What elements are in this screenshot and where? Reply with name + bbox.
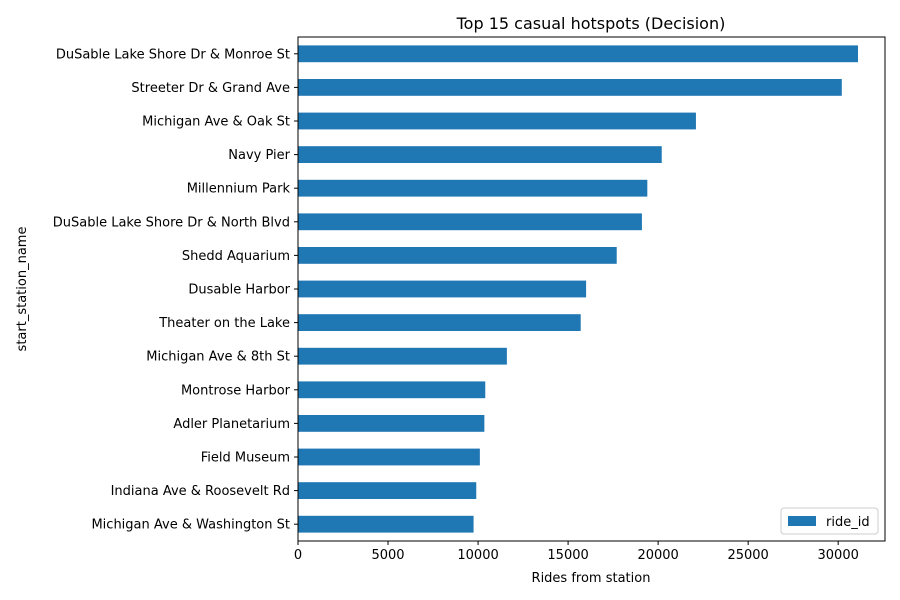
bar (298, 381, 486, 399)
y-tick-label: Indiana Ave & Roosevelt Rd (111, 484, 290, 499)
y-tick-label: Streeter Dr & Grand Ave (131, 81, 290, 96)
y-tick-label: Michigan Ave & Oak St (142, 115, 290, 130)
y-tick-label: Theater on the Lake (158, 316, 290, 331)
y-tick-label: Montrose Harbor (181, 383, 291, 398)
bar (298, 45, 858, 63)
y-tick-label: Millennium Park (187, 182, 291, 197)
bar (298, 179, 648, 197)
legend: ride_id (780, 507, 879, 535)
y-tick-label: Michigan Ave & Washington St (91, 518, 290, 533)
y-tick-label: DuSable Lake Shore Dr & North Blvd (53, 215, 290, 230)
y-axis-title: start_station_name (15, 227, 30, 352)
x-tick-label: 20000 (637, 548, 678, 563)
x-tick-label: 30000 (818, 548, 859, 563)
x-tick-label: 25000 (727, 548, 768, 563)
bar (298, 314, 581, 331)
y-tick-label: Navy Pier (228, 148, 290, 163)
x-tick-label: 5000 (371, 548, 404, 563)
bar (298, 347, 507, 365)
chart-title: Top 15 casual hotspots (Decision) (456, 14, 726, 33)
bar (298, 146, 662, 163)
x-tick-label: 15000 (547, 548, 588, 563)
legend-label: ride_id (826, 515, 870, 530)
y-tick-label: Field Museum (201, 451, 290, 466)
bar (298, 213, 642, 231)
legend-box (780, 507, 879, 535)
y-tick-label: Shedd Aquarium (182, 249, 290, 264)
bar (298, 280, 587, 298)
bar (298, 247, 617, 264)
legend-swatch (788, 516, 816, 526)
x-axis-title: Rides from station (532, 571, 651, 586)
plot-frame (297, 36, 886, 542)
y-tick-label: Adler Planetarium (173, 417, 290, 432)
bar (298, 482, 477, 499)
bar (298, 448, 480, 466)
bar (298, 515, 474, 533)
plot-area: DuSable Lake Shore Dr & Monroe St Streete… (53, 45, 859, 563)
y-tick-label: DuSable Lake Shore Dr & Monroe St (56, 47, 290, 62)
x-tick-label: 0 (294, 548, 302, 563)
bar (298, 79, 842, 96)
x-tick-label: 10000 (457, 548, 498, 563)
y-tick-label: Michigan Ave & 8th St (146, 350, 290, 365)
bar (298, 415, 485, 432)
bar (298, 112, 696, 130)
y-tick-label: Dusable Harbor (188, 283, 290, 298)
